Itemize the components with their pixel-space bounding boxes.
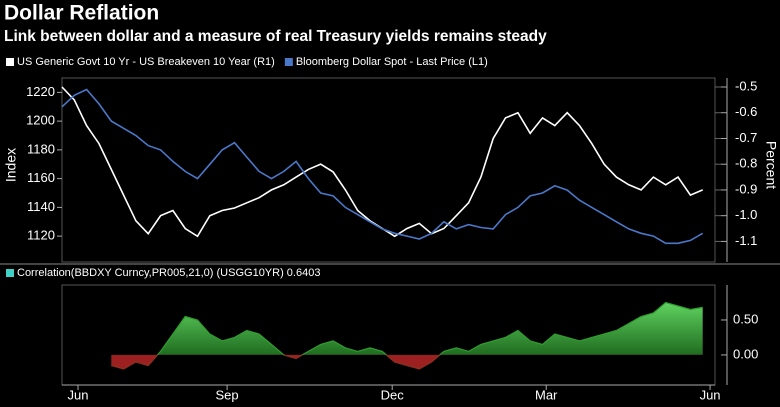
y-tick-label: 1180: [27, 141, 55, 156]
legend-swatch: [6, 58, 14, 66]
y-tick-label: 1120: [27, 228, 55, 243]
y-tick-label: 1160: [27, 170, 55, 185]
y-tick-label: 1140: [27, 199, 55, 214]
series-line: [61, 88, 704, 245]
y2-tick-label: -0.8: [735, 156, 757, 171]
chart-title: Dollar Reflation: [4, 2, 159, 25]
x-tick-label: Sep: [216, 387, 239, 402]
y2-tick-label: -0.5: [735, 78, 757, 93]
y-tick-label: 0.00: [733, 346, 758, 361]
y2-axis-label: Percent: [763, 141, 779, 189]
y2-tick-label: -0.7: [735, 130, 757, 145]
legend-label: US Generic Govt 10 Yr - US Breakeven 10 …: [17, 56, 275, 68]
legend-label: Correlation(BBDXY Curncy,PR005,21,0) (US…: [17, 267, 320, 279]
x-tick-label: Jun: [700, 387, 721, 402]
negative-area: [111, 354, 440, 369]
y-tick-label: 0.50: [733, 311, 758, 326]
legend-swatch: [284, 58, 293, 66]
y-tick-label: 1220: [26, 84, 55, 99]
y2-tick-label: -0.6: [735, 104, 757, 119]
x-tick-label: Mar: [535, 387, 558, 402]
positive-area: [111, 302, 703, 355]
x-tick-label: Jun: [68, 387, 89, 402]
x-tick-label: Dec: [381, 387, 405, 402]
y-axis-label: Index: [3, 148, 19, 182]
legend-swatch: [6, 269, 14, 277]
y2-tick-label: -1.1: [735, 233, 757, 248]
plot-frame: [61, 77, 716, 263]
y2-tick-label: -1.0: [735, 207, 757, 222]
legend-label: Bloomberg Dollar Spot - Last Price (L1): [296, 56, 488, 68]
y2-tick-label: -0.9: [735, 181, 757, 196]
correlation-line-neg: [111, 354, 441, 370]
chart-subtitle: Link between dollar and a measure of rea…: [4, 28, 547, 45]
y-tick-label: 1200: [26, 113, 55, 128]
